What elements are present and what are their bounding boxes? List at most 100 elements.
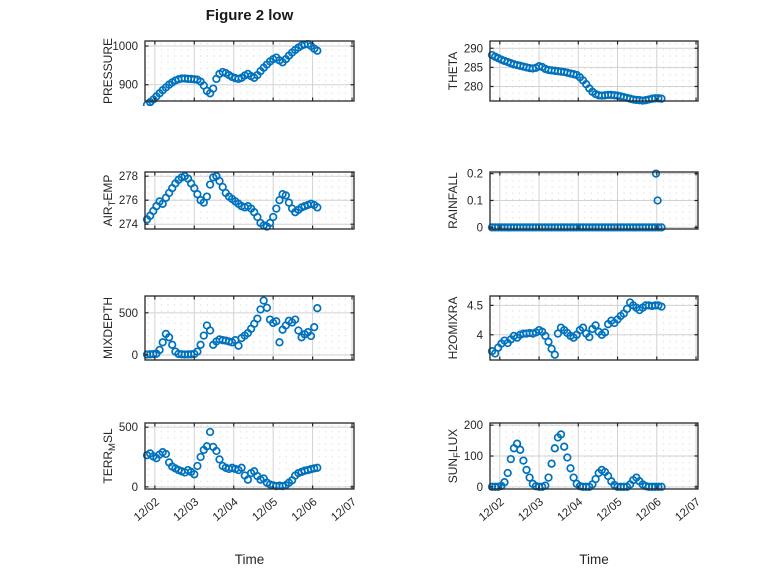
plot-area-sunflux: 0 100 200 12/02 12/03 12/04 12/05 12/06 12/07 SUN… [446,420,703,524]
scatter-marker [313,203,322,212]
y-axis-label-rainfall: RAINFALL [446,172,460,229]
scatter-marker [500,478,509,487]
scatter-marker [653,196,662,205]
scatter-marker [205,427,215,437]
scatter-marker [522,465,531,475]
scatter-marker [193,461,202,471]
scatter-marker [243,475,253,484]
subplot-sunflux: 0 100 200 12/02 12/03 12/04 12/05 12/06 12/07 SUN… [420,413,734,553]
x-tick-label: 12/03 [516,496,546,524]
scatter-marker [313,46,322,55]
scatter-marker [272,317,281,326]
scatter-marker [306,331,316,341]
y-axis-label-terrmsl: TERRMSL [101,428,118,484]
scatter-marker [193,190,202,199]
scatter-marker [657,482,666,491]
scatter-marker [569,473,578,482]
scatter-marker [566,464,575,473]
x-tick-labels: 12/02 12/03 12/04 12/05 12/06 12/07 [477,496,703,524]
scatter-marker [199,331,208,340]
tick-marks [145,423,354,489]
y-axis-label-h2omixra: H2OMIXRA [446,297,460,360]
subplot-terrmsl: 0 500 12/02 12/03 12/04 12/05 12/06 12/07 TERRMS… [75,413,390,553]
y-tick-label: 280 [464,81,483,93]
y-tick-label: 0.1 [467,196,483,208]
scatter-marker [651,169,661,178]
scatter-marker [212,446,221,456]
y-tick-labels: 900 1000 [112,41,138,92]
major-grid [490,172,698,229]
y-tick-labels: 0 100 200 [464,420,483,494]
y-tick-labels: 280 285 290 [464,43,483,93]
subplot-rainfall: 0 0.1 0.2 RAINFALL [420,162,734,239]
y-tick-label: 500 [119,308,138,320]
scatter-marker [237,463,246,472]
tick-marks [490,423,698,489]
axes-box [144,295,355,361]
scatter-marker [525,473,534,482]
scatter-marker [164,333,174,342]
scatter-marker [196,340,205,349]
y-tick-labels: 44.5 [467,300,484,341]
y-tick-label: 285 [464,62,483,74]
y-tick-label: 0 [477,482,483,494]
plot-area-theta: 280 285 290 THETA [446,40,699,105]
x-tick-label: 12/03 [171,496,201,524]
x-axis-label-left: Time [234,552,265,567]
scatter-marker [265,218,275,228]
scatter-marker [544,337,553,346]
y-tick-labels: 0 500 [119,422,138,494]
scatter-marker [158,199,167,208]
major-grid [145,423,354,489]
subplot-mixdepth: 0 500 MIXDEPTH [75,286,390,370]
y-tick-labels: 274 276 278 [119,171,139,231]
tick-marks [145,41,354,101]
y-tick-label: 278 [119,171,138,183]
y-tick-label: 1000 [112,41,138,53]
scatter-marker [205,180,215,189]
scatter-marker [550,444,559,453]
tick-marks [490,172,698,229]
scatter-marker [272,204,281,213]
x-tick-label: 12/06 [634,496,664,524]
scatter-marker [622,304,632,314]
y-tick-label: 4 [477,330,484,342]
tick-marks [490,296,698,360]
y-axis-label-mixdepth: MIXDEPTH [101,297,115,359]
scatter-marker [269,212,278,222]
scatter-marker [205,326,215,335]
scatter-marker [202,192,212,201]
y-tick-label: 500 [119,422,138,434]
data-points [487,169,666,232]
axes-box [144,422,355,490]
scatter-marker [563,453,572,462]
x-tick-label: 12/06 [290,496,320,524]
data-points [142,427,322,491]
x-tick-label: 12/07 [329,496,359,524]
y-axis-label-sunflux: SUNFLUX [446,429,463,484]
data-points [142,39,322,106]
scatter-marker [155,345,164,355]
scatter-marker [161,449,171,459]
scatter-marker [291,315,300,324]
scatter-marker [284,198,294,207]
y-tick-label: 900 [119,80,138,92]
y-tick-labels: 0 500 [119,308,138,362]
data-points [487,50,666,105]
scatter-marker [215,455,224,464]
y-tick-label: 200 [464,420,483,432]
y-tick-label: 100 [464,451,483,463]
scatter-marker [313,304,322,313]
scatter-marker [259,296,268,305]
y-axis-label-airtemp: AIRTEMP [101,175,118,227]
y-axis-label-theta: THETA [446,52,460,90]
data-points [487,298,666,359]
scatter-marker [560,442,569,451]
data-points [487,430,666,491]
axes-box [489,40,699,102]
scatter-marker [600,328,610,337]
minor-grid [492,298,691,359]
x-tick-label: 12/05 [595,496,625,524]
